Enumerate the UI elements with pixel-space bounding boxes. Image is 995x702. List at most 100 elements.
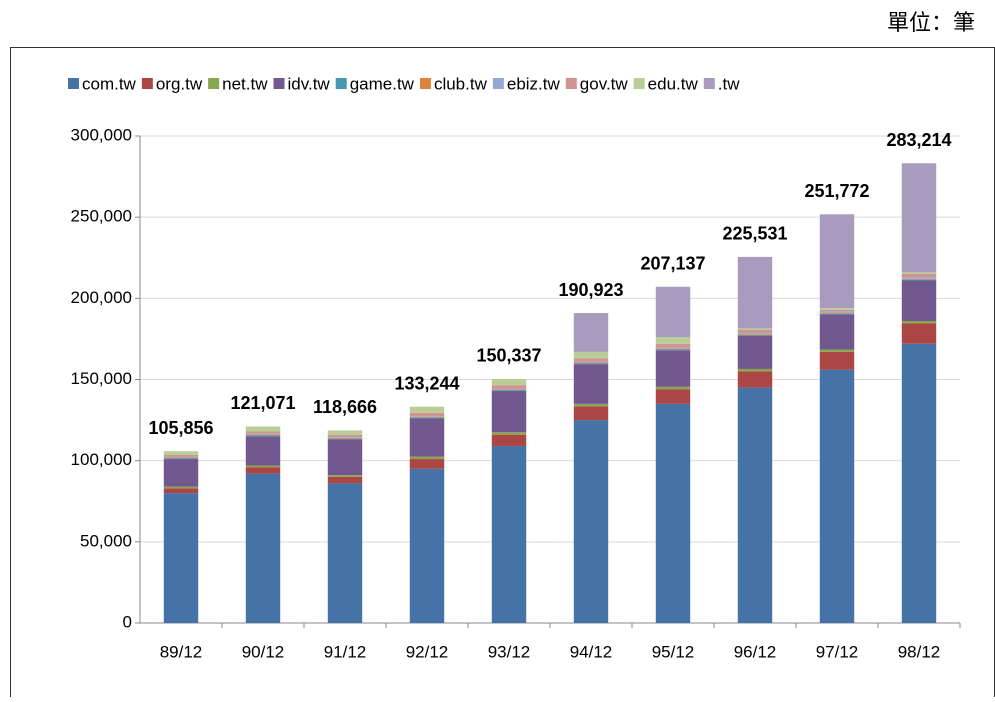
bar-segment [737, 368, 773, 372]
bar-segment [491, 390, 527, 391]
total-label: 121,071 [230, 393, 295, 413]
bar-segment [491, 388, 527, 390]
bar-segment [655, 337, 691, 344]
x-tick-label: 91/12 [324, 642, 367, 661]
total-label: 118,666 [313, 397, 377, 417]
bar-segment [819, 308, 855, 310]
bar-segment [491, 389, 527, 391]
bar-segment [655, 348, 691, 350]
legend-swatch [335, 78, 347, 89]
bar-segment [163, 488, 199, 494]
legend-swatch [565, 78, 577, 89]
bar-segment [901, 273, 937, 278]
legend-swatch [141, 78, 153, 89]
bar-segment [491, 434, 527, 447]
legend-swatch [703, 78, 715, 89]
legend-label: idv.tw [288, 74, 331, 93]
bar-segment [737, 335, 773, 369]
bar-segment [409, 459, 445, 469]
bar-segment [245, 434, 281, 436]
bar-segment [245, 467, 281, 474]
bar-segment [573, 362, 609, 364]
unit-label: 單位：筆 [887, 11, 975, 36]
bar-segment [737, 328, 773, 330]
x-tick-label: 93/12 [488, 642, 531, 661]
bar-segment [573, 351, 609, 359]
bar-segment [655, 389, 691, 404]
bar-segment [245, 433, 281, 435]
bar-segment [573, 364, 609, 404]
bar-segment [245, 435, 281, 437]
bar-segment [327, 434, 363, 438]
bar-segment [901, 323, 937, 344]
bar-segment [737, 371, 773, 388]
bar-segment [163, 456, 199, 458]
bar-segment [655, 347, 691, 349]
bar-segment [655, 403, 691, 623]
bar-segment [491, 446, 527, 623]
bar-segment [901, 277, 937, 279]
bar-segment [819, 313, 855, 315]
bar-segment [655, 350, 691, 387]
bar-segment [573, 361, 609, 363]
bar-segment [737, 333, 773, 335]
y-tick-label: 100,000 [71, 450, 132, 469]
legend-swatch [492, 78, 504, 89]
bar-segment [327, 437, 363, 439]
y-tick-label: 200,000 [71, 288, 132, 307]
total-label: 225,531 [722, 224, 787, 244]
bar-segment [163, 454, 199, 457]
bar-segment [901, 280, 937, 322]
bar-segment [245, 465, 281, 468]
legend-swatch [208, 78, 220, 89]
bar-segment [491, 432, 527, 435]
bar-segment [327, 475, 363, 477]
legend-label: ebiz.tw [507, 74, 561, 93]
legend-label: .tw [718, 74, 740, 93]
x-tick-label: 94/12 [570, 642, 613, 661]
bar-segment [819, 214, 855, 309]
bar-segment [573, 403, 609, 407]
bar-segment [327, 476, 363, 484]
bar-segment [573, 313, 609, 352]
bar-segment [245, 426, 281, 432]
bar-segment [737, 329, 773, 334]
bar-segment [901, 343, 937, 623]
bar-segment [163, 451, 199, 455]
legend-swatch [68, 78, 79, 89]
bar-segment [819, 309, 855, 312]
total-label: 251,772 [804, 181, 869, 201]
bar-segment [901, 321, 937, 324]
x-tick-label: 97/12 [816, 642, 859, 661]
bar-segment [327, 483, 363, 623]
bar-segment [163, 459, 199, 487]
bar-segment [245, 436, 281, 466]
x-tick-label: 96/12 [734, 642, 777, 661]
bar-segment [245, 431, 281, 434]
bar-segment [163, 457, 199, 459]
total-label: 133,244 [394, 373, 459, 393]
bar-segment [573, 406, 609, 421]
bar-segment [819, 351, 855, 370]
bar-segment [409, 417, 445, 419]
x-tick-label: 92/12 [406, 642, 449, 661]
bar-segment [409, 418, 445, 457]
bar-segment [655, 286, 691, 338]
bar-segment [901, 278, 937, 280]
bar-segment [327, 438, 363, 440]
x-tick-label: 90/12 [242, 642, 285, 661]
bar-segment [901, 163, 937, 273]
y-tick-label: 50,000 [80, 531, 132, 550]
legend-swatch [419, 78, 431, 89]
total-label: 150,337 [476, 346, 541, 366]
bar-segment [491, 385, 527, 389]
bar-segment [409, 406, 445, 413]
bar-segment [819, 369, 855, 623]
bar-segment [327, 437, 363, 438]
y-tick-label: 150,000 [71, 369, 132, 388]
bar-segment [573, 358, 609, 362]
bar-segment [737, 387, 773, 623]
x-tick-label: 98/12 [898, 642, 941, 661]
total-label: 283,214 [886, 130, 951, 150]
